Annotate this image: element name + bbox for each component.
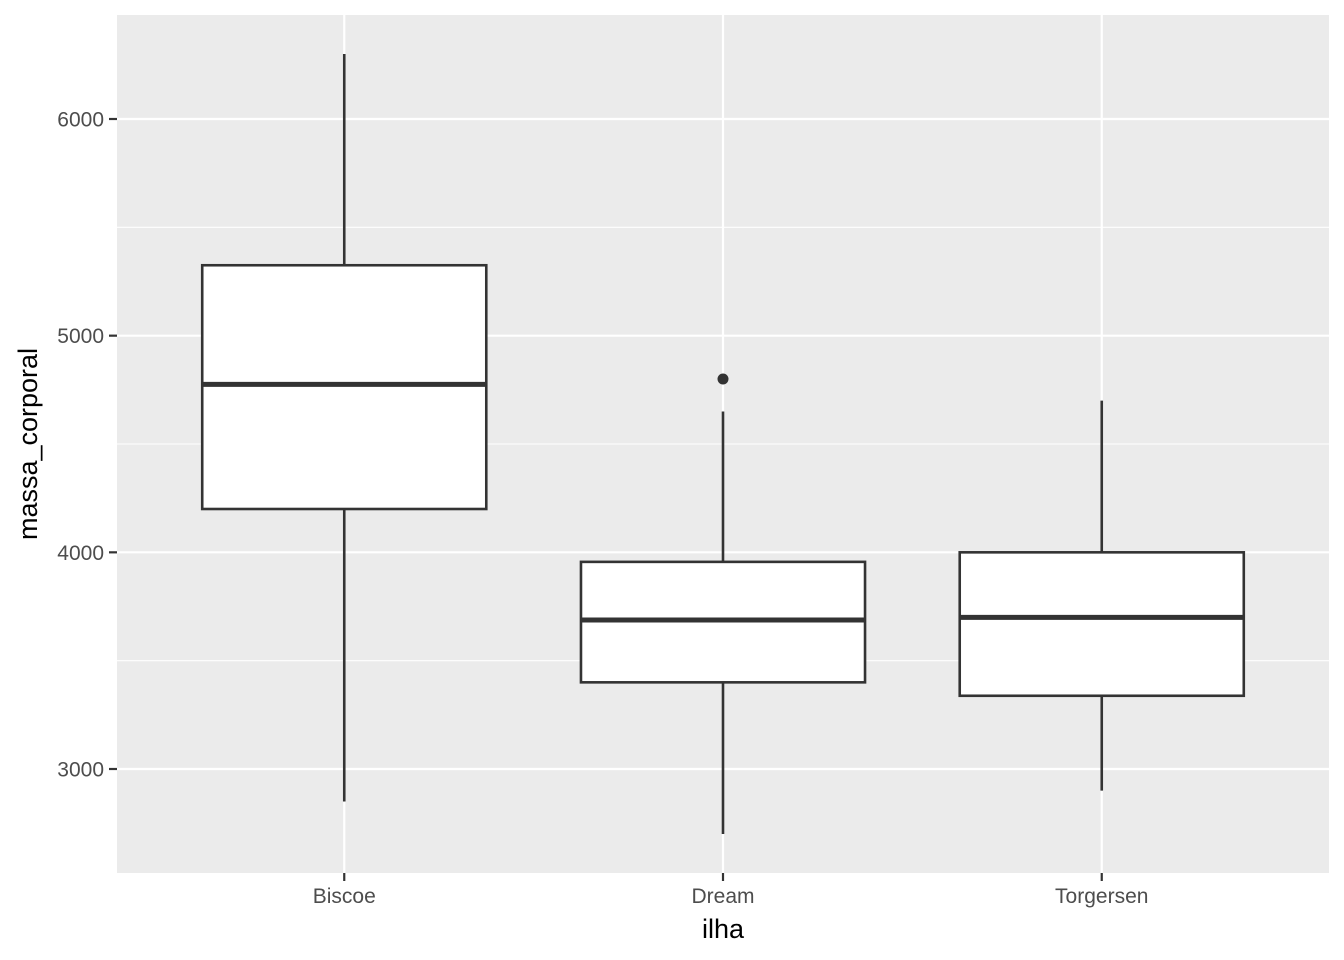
x-tick-label-torgersen: Torgersen (1055, 885, 1148, 908)
x-axis-title: ilha (702, 914, 745, 944)
box-torgersen (958, 400, 1246, 791)
y-tick-label-4000: 4000 (57, 542, 104, 565)
y-axis: 3000 4000 5000 6000 (57, 109, 117, 782)
outlier-point-dream-0 (717, 373, 729, 385)
box-dream (579, 373, 867, 834)
x-tick-label-dream: Dream (691, 885, 754, 908)
y-tick-label-6000: 6000 (57, 109, 104, 132)
x-axis: Biscoe Dream Torgersen (313, 873, 1148, 908)
iqr-box-biscoe (200, 263, 488, 511)
y-tick-label-5000: 5000 (57, 325, 104, 348)
boxes (200, 54, 1246, 834)
iqr-box-torgersen (958, 551, 1246, 698)
x-tick-label-biscoe: Biscoe (313, 885, 376, 908)
y-tick-label-3000: 3000 (57, 759, 104, 782)
y-axis-title: massa_corporal (13, 348, 43, 540)
box-biscoe (200, 54, 488, 802)
